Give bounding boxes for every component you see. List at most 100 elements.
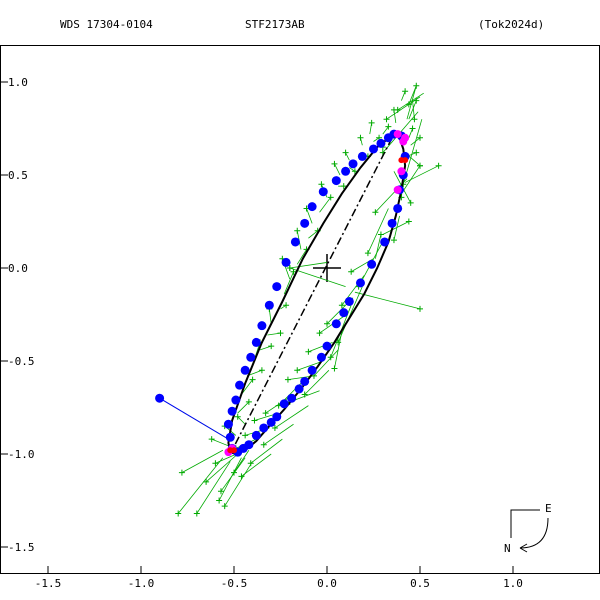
micrometric-residual-line: [374, 234, 382, 259]
micrometric-outlier-line: [408, 100, 417, 120]
micrometric-point: [262, 410, 269, 417]
y-tick-label: -1.0: [8, 448, 35, 461]
measure-residual-line: [159, 397, 229, 440]
micrometric-point: [221, 503, 228, 510]
measure-point: [357, 151, 367, 161]
micrometric-point: [377, 231, 384, 238]
measure-point: [259, 423, 269, 433]
micrometric-point: [271, 424, 278, 431]
measure-point: [290, 237, 300, 247]
micrometric-point: [407, 199, 414, 206]
y-tick-label: -1.5: [8, 541, 35, 554]
micrometric-point: [251, 417, 258, 424]
micrometric-point: [249, 376, 256, 383]
micrometric-residual-line: [224, 461, 253, 507]
highlight-measure-point: [401, 133, 410, 142]
measure-point: [331, 319, 341, 329]
x-tick-label: 1.0: [503, 577, 523, 590]
measure-point: [380, 237, 390, 247]
micrometric-point: [348, 268, 355, 275]
micrometric-point: [340, 183, 347, 190]
measure-point: [318, 187, 328, 197]
compass-arc: [519, 517, 549, 549]
micrometric-point: [402, 88, 409, 95]
measure-point: [300, 218, 310, 228]
measure-point: [287, 393, 297, 403]
micrometric-point: [208, 436, 215, 443]
micrometric-residual-line: [218, 457, 242, 501]
micrometric-residual-line: [367, 208, 389, 254]
micrometric-point: [413, 82, 420, 89]
micrometric-point: [390, 237, 397, 244]
measure-point: [348, 159, 358, 169]
line-of-nodes: [231, 137, 393, 451]
micrometric-point: [368, 119, 375, 126]
micrometric-residual-line: [408, 128, 413, 138]
measure-point: [344, 296, 354, 306]
micrometric-point: [409, 125, 416, 132]
y-tick-label: 0.0: [8, 262, 28, 275]
micrometric-residual-line: [406, 85, 417, 120]
micrometric-point: [284, 376, 291, 383]
micrometric-residual-line: [401, 91, 406, 101]
micrometric-residual-line: [345, 152, 350, 161]
measure-point: [316, 352, 326, 362]
micrometric-point: [212, 460, 219, 467]
micrometric-outlier-point: [417, 162, 423, 169]
micrometric-residual-line: [237, 401, 250, 414]
micrometric-residual-line: [233, 450, 250, 473]
compass-rose: E N: [504, 502, 552, 555]
micrometric-residual-line: [259, 345, 272, 351]
measure-point: [251, 430, 261, 440]
micrometric-residual-line: [313, 349, 339, 377]
micrometric-residual-line: [211, 438, 231, 447]
measure-point: [367, 259, 377, 269]
micrometric-point: [411, 116, 418, 123]
micrometric-outlier-line: [177, 457, 224, 514]
micrometric-residual-line: [334, 163, 341, 176]
micrometric-residual-line: [280, 304, 287, 310]
micrometric-point: [364, 250, 371, 257]
y-tick-label: -0.5: [8, 355, 35, 368]
micrometric-residual-line: [289, 267, 346, 287]
x-tick-label: -1.0: [128, 577, 155, 590]
micrometric-point: [294, 227, 301, 234]
micrometric-point: [193, 510, 200, 517]
highlight-measure-point: [397, 167, 406, 176]
micrometric-point: [268, 343, 275, 350]
micrometric-residual-line: [308, 230, 318, 239]
micrometric-point: [318, 181, 325, 188]
micrometric-point: [385, 123, 392, 130]
micrometric-residual-line: [250, 438, 283, 464]
micrometric-outlier-point: [286, 265, 293, 271]
y-tick-label: 0.5: [8, 169, 28, 182]
measure-point: [339, 308, 349, 318]
highlight-measure-point: [393, 130, 402, 139]
micrometric-outlier-point: [413, 97, 420, 104]
micrometric-point: [178, 469, 185, 476]
x-tick-label: -1.5: [35, 577, 62, 590]
micrometric-point: [372, 209, 379, 216]
micrometric-point: [413, 149, 420, 156]
recent-measure-point: [231, 447, 237, 454]
micrometric-point: [258, 367, 265, 374]
chart-title: STF2173AB: [245, 18, 305, 31]
micrometric-residual-line: [397, 92, 424, 111]
axes-group: -1.5 -1.0 -0.5 0.0 0.5 1.0 1.0 0.5 0.0 -0.5 -1.0 -1…: [1, 76, 523, 590]
micrometric-point: [383, 116, 390, 123]
micrometric-residual-line: [241, 379, 253, 395]
micrometric-residual-line: [263, 423, 294, 446]
y-tick-label: 1.0: [8, 76, 28, 89]
micrometric-residual-line: [296, 249, 307, 265]
micrometric-residual-line: [181, 449, 224, 473]
measure-point: [264, 300, 274, 310]
measure-point: [393, 203, 403, 213]
recent-measure-point: [402, 157, 409, 164]
micrometric-residual-line: [274, 405, 309, 429]
highlight-measures-layer: [224, 130, 410, 457]
measure-point: [387, 218, 397, 228]
x-tick-label: 0.0: [317, 577, 337, 590]
micrometric-outlier-point: [435, 162, 442, 169]
micrometric-outlier-line: [354, 291, 421, 310]
micrometric-point: [217, 488, 224, 495]
